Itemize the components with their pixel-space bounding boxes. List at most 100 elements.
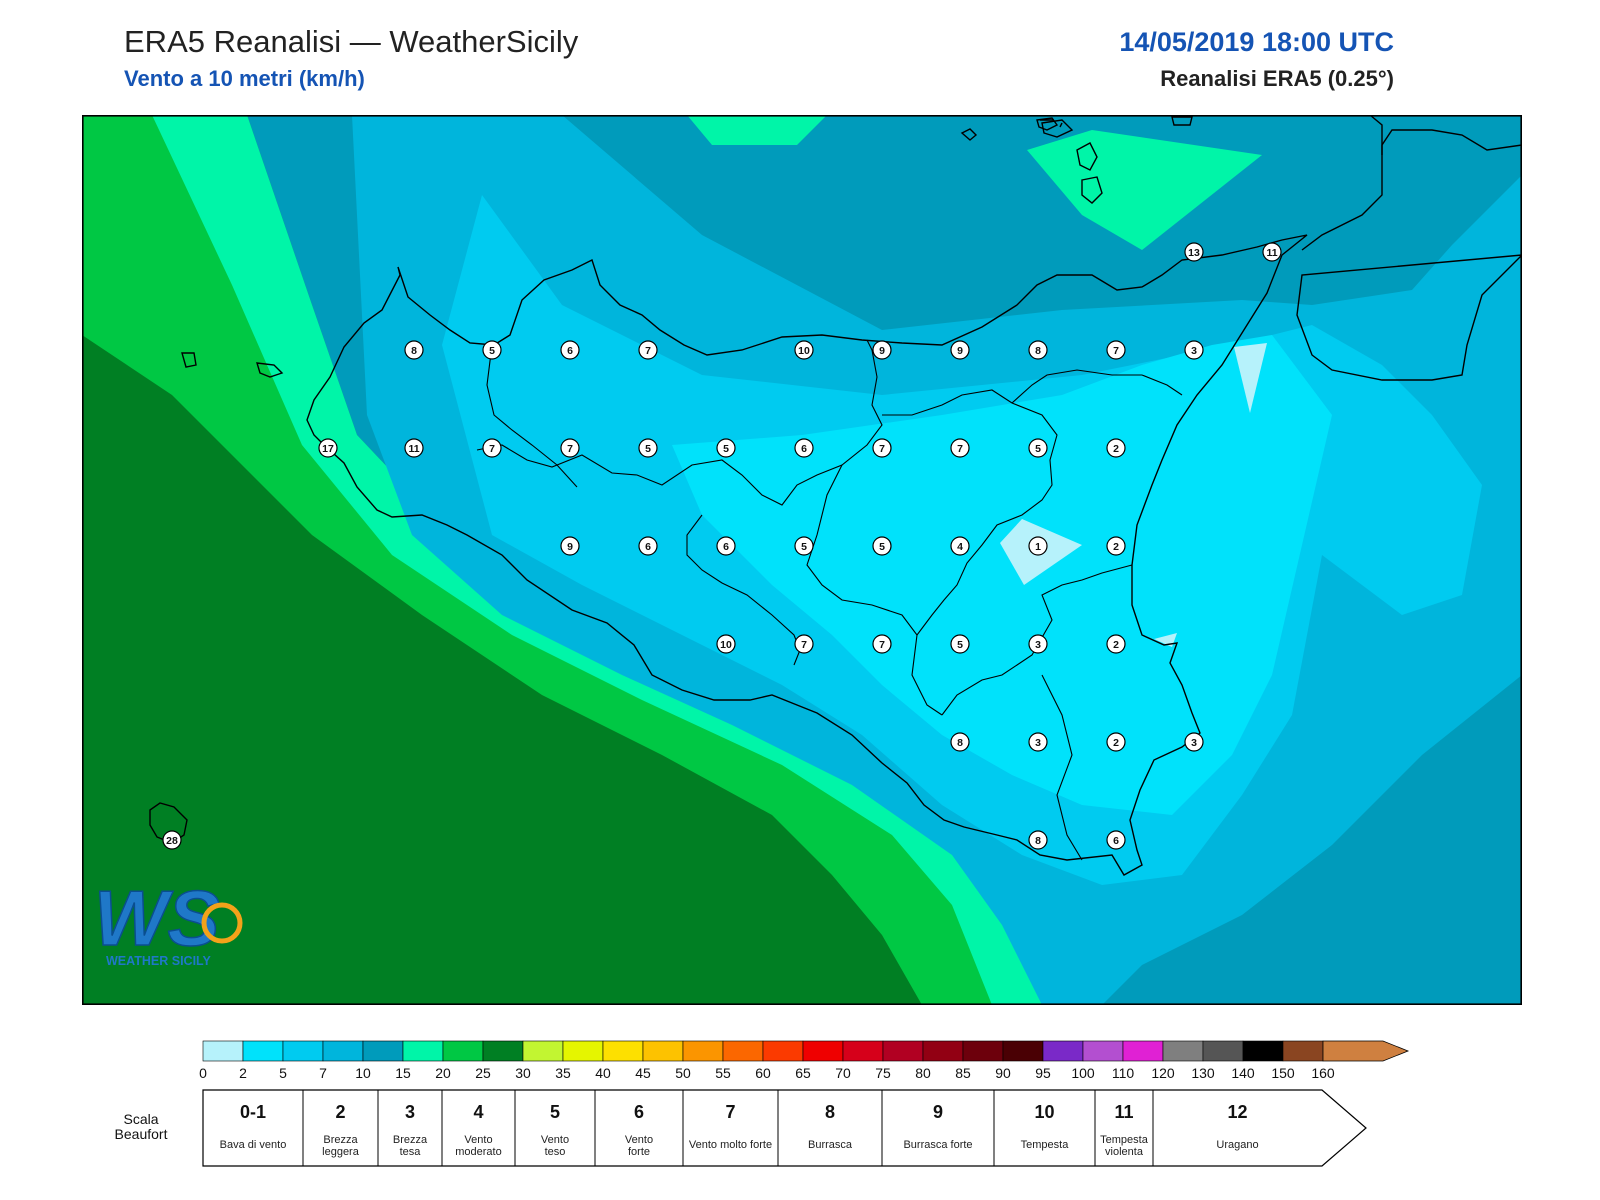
beaufort-level: 9 <box>933 1102 943 1122</box>
station-value: 11 <box>408 443 419 455</box>
colorbar-tick-label: 95 <box>1035 1065 1051 1081</box>
province-boundary-sr <box>1041 674 1083 861</box>
beaufort-description: forte <box>628 1146 650 1158</box>
colorbar-tick-label: 90 <box>995 1065 1011 1081</box>
station-value: 5 <box>645 443 651 455</box>
station-value: 13 <box>1188 247 1200 259</box>
province-boundary-pa-ag <box>476 339 883 506</box>
station-marker: 7 <box>1106 340 1126 360</box>
station-value: 7 <box>489 443 495 455</box>
colorbar-tick-label: 5 <box>279 1065 287 1081</box>
colorbar-cell <box>482 1040 524 1062</box>
beaufort-level: 8 <box>825 1102 835 1122</box>
station-marker: 8 <box>950 732 970 752</box>
colorbar-cell <box>402 1040 444 1062</box>
station-value: 6 <box>645 541 651 553</box>
station-value: 4 <box>957 541 963 553</box>
station-marker: 9 <box>560 536 580 556</box>
station-marker: 6 <box>638 536 658 556</box>
station-value: 5 <box>879 541 885 553</box>
calabria-north <box>1369 115 1383 155</box>
station-marker: 7 <box>638 340 658 360</box>
band-15-20-north <box>1027 130 1262 250</box>
beaufort-description: tesa <box>400 1146 422 1158</box>
beaufort-level: 10 <box>1034 1102 1054 1122</box>
colorbar-cell <box>362 1040 404 1062</box>
legend: 0 2 5 7 10 15 20 25 30 35 40 45 50 55 60 65 70 75 80 85 90 95… <box>115 1040 1410 1167</box>
island-salina <box>1041 119 1074 138</box>
colorbar-tick-label: 75 <box>875 1065 891 1081</box>
island-marettimo <box>256 362 284 378</box>
band-15-20-top <box>687 115 827 145</box>
station-marker: 7 <box>872 438 892 458</box>
station-value: 6 <box>801 443 807 455</box>
colorbar-cell <box>722 1040 764 1062</box>
band-15-20 <box>152 115 1062 1005</box>
station-value: 9 <box>879 345 885 357</box>
svg-text:WS: WS <box>94 874 220 962</box>
beaufort-level: 7 <box>725 1102 735 1122</box>
station-value: 2 <box>1113 737 1119 749</box>
data-source: Reanalisi ERA5 (0.25°) <box>1160 66 1394 91</box>
station-marker: 5 <box>872 536 892 556</box>
station-value: 7 <box>801 639 807 651</box>
colorbar-cell <box>882 1040 924 1062</box>
station-value: 10 <box>798 345 810 357</box>
island-vulcano <box>1081 176 1103 204</box>
beaufort-description: Bava di vento <box>220 1139 287 1151</box>
beaufort-description: Vento <box>464 1134 492 1146</box>
station-value: 8 <box>1035 835 1041 847</box>
station-marker: 8 <box>404 340 424 360</box>
station-marker: 3 <box>1028 732 1048 752</box>
colorbar-tick-label: 65 <box>795 1065 811 1081</box>
island-filicudi <box>1040 119 1063 128</box>
colorbar-tick-label: 40 <box>595 1065 611 1081</box>
island-pantelleria <box>149 802 188 844</box>
beaufort-level: 0-1 <box>240 1102 266 1122</box>
band-25-30 <box>82 335 922 1005</box>
colorbar-tick-label: 30 <box>515 1065 531 1081</box>
beaufort-level: 5 <box>550 1102 560 1122</box>
beaufort-title: Beaufort <box>115 1126 168 1142</box>
station-value: 5 <box>1035 443 1041 455</box>
colorbar-cell <box>682 1040 724 1062</box>
island-aeolian-small <box>1171 116 1193 126</box>
province-boundary-me <box>1011 369 1183 404</box>
colorbar-tick-label: 0 <box>199 1065 207 1081</box>
station-marker: 10 <box>794 340 814 360</box>
colorbar-cell <box>922 1040 964 1062</box>
station-value: 5 <box>723 443 729 455</box>
colorbar: 0 2 5 7 10 15 20 25 30 35 40 45 50 55 60 65 70 75 80 85 90 95… <box>199 1040 1410 1081</box>
beaufort-description: Burrasca <box>808 1139 853 1151</box>
colorbar-cell <box>1202 1040 1244 1062</box>
beaufort-description: Tempesta <box>1021 1139 1070 1151</box>
colorbar-tick-label: 150 <box>1271 1065 1295 1081</box>
station-value: 2 <box>1113 541 1119 553</box>
colorbar-cell <box>1122 1040 1164 1062</box>
station-value: 6 <box>567 345 573 357</box>
colorbar-cell <box>1322 1040 1410 1062</box>
station-marker: 28 <box>162 830 182 850</box>
beaufort-description: violenta <box>1105 1146 1144 1158</box>
beaufort-description: moderato <box>455 1146 501 1158</box>
beaufort-level: 11 <box>1114 1102 1133 1122</box>
colorbar-cell <box>1242 1040 1284 1062</box>
colorbar-tick-label: 20 <box>435 1065 451 1081</box>
beaufort-description: Brezza <box>323 1134 358 1146</box>
station-value: 5 <box>801 541 807 553</box>
station-marker: 2 <box>1106 634 1126 654</box>
station-value: 7 <box>879 639 885 651</box>
station-value: 9 <box>957 345 963 357</box>
colorbar-tick-label: 15 <box>395 1065 411 1081</box>
sicily-coastline <box>306 234 1308 876</box>
station-value: 3 <box>1035 737 1041 749</box>
beaufort-level: 2 <box>335 1102 345 1122</box>
station-marker: 1 <box>1028 536 1048 556</box>
station-marker: 3 <box>1184 340 1204 360</box>
station-value: 5 <box>957 639 963 651</box>
station-marker: 6 <box>560 340 580 360</box>
forecast-datetime: 14/05/2019 18:00 UTC <box>1119 27 1394 57</box>
station-marker: 11 <box>404 438 424 458</box>
colorbar-cell <box>1162 1040 1204 1062</box>
colorbar-tick-label: 25 <box>475 1065 491 1081</box>
